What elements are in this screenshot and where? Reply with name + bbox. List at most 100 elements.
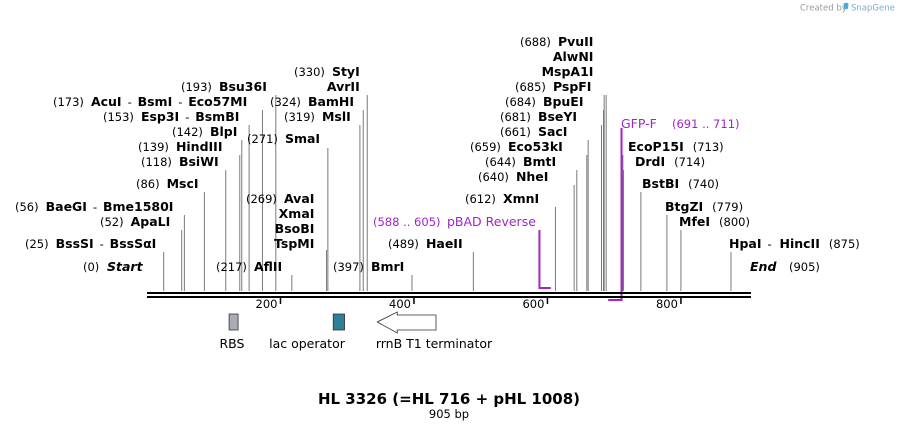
enzyme-name-label[interactable]: BstBI bbox=[642, 176, 679, 191]
enzyme-name-label[interactable]: Bme1580I bbox=[103, 199, 173, 214]
enzyme-name-label[interactable]: BsoBI bbox=[275, 221, 315, 236]
ruler-tick-label: 400 bbox=[389, 297, 411, 311]
enzyme-name-label[interactable]: StyI bbox=[332, 64, 360, 79]
enzyme-name-label[interactable]: BsmBI bbox=[195, 109, 239, 124]
map-length: 905 bp bbox=[429, 407, 469, 421]
enzyme-name-label[interactable]: BseYI bbox=[538, 109, 577, 124]
enzyme-name-label[interactable]: BmtI bbox=[523, 154, 556, 169]
enzyme-name-label[interactable]: AvaI bbox=[284, 191, 314, 206]
enzyme-name-label[interactable]: Eco57MI bbox=[188, 94, 247, 109]
enzyme-name-label[interactable]: MspA1I bbox=[542, 64, 594, 79]
enzyme-name-label[interactable]: DrdI bbox=[635, 154, 665, 169]
feature-rrnb-t1-terminator[interactable] bbox=[376, 311, 437, 334]
enzyme-position-label: (640) bbox=[478, 170, 509, 184]
enzyme-name-label[interactable]: SmaI bbox=[285, 131, 320, 146]
feature-rbs[interactable] bbox=[228, 313, 239, 331]
enzyme-name-label[interactable]: AlwNI bbox=[553, 49, 594, 64]
enzyme-name-label[interactable]: BssSI bbox=[56, 236, 94, 251]
start-label: Start bbox=[107, 259, 144, 274]
primer-range-label: (691 .. 711) bbox=[672, 117, 740, 131]
enzyme-name-label[interactable]: PvuII bbox=[558, 34, 594, 49]
enzyme-name-label[interactable]: BsiWI bbox=[179, 154, 219, 169]
enzyme-name-label[interactable]: HincII bbox=[780, 236, 820, 251]
enzyme-name-label[interactable]: XmnI bbox=[503, 191, 539, 206]
enzyme-name-label[interactable]: MslI bbox=[322, 109, 351, 124]
start-position: (0) bbox=[83, 260, 99, 274]
enzyme-position-label: (644) bbox=[485, 155, 516, 169]
enzyme-position-label: (685) bbox=[515, 80, 546, 94]
enzyme-position-label: (173) bbox=[53, 95, 84, 109]
enzyme-name-label[interactable]: NheI bbox=[516, 169, 549, 184]
end-position: (905) bbox=[789, 260, 820, 274]
enzyme-name-label[interactable]: SacI bbox=[538, 124, 568, 139]
enzyme-name-label[interactable]: BssSαI bbox=[110, 236, 157, 251]
feature-label: lac operator bbox=[269, 336, 346, 351]
enzyme-name-label[interactable]: AvrII bbox=[327, 79, 360, 94]
enzyme-position-label: (681) bbox=[500, 110, 531, 124]
enzyme-name-label[interactable]: MfeI bbox=[679, 214, 710, 229]
enzyme-name-label[interactable]: BamHI bbox=[308, 94, 354, 109]
enzyme-name-label[interactable]: EcoP15I bbox=[628, 139, 684, 154]
enzyme-name-label[interactable]: Bsu36I bbox=[219, 79, 267, 94]
enzyme-position-label: (52) bbox=[100, 215, 124, 229]
enzyme-name-label[interactable]: BaeGI bbox=[46, 199, 87, 214]
enzyme-name-label[interactable]: Esp3I bbox=[141, 109, 179, 124]
ruler-tick-label: 600 bbox=[522, 297, 544, 311]
enzyme-separator: - bbox=[768, 237, 772, 251]
feature-lac-operator[interactable] bbox=[332, 313, 345, 331]
enzyme-position-label: (800) bbox=[719, 215, 750, 229]
enzyme-separator: - bbox=[185, 110, 189, 124]
primers: (588 .. 605) pBAD Reverse GFP-F (691 .. 711… bbox=[373, 116, 740, 301]
enzyme-name-label[interactable]: AflII bbox=[254, 259, 282, 274]
enzyme-name-label[interactable]: ApaLI bbox=[131, 214, 171, 229]
enzyme-name-label[interactable]: HpaI bbox=[729, 236, 762, 251]
enzyme-position-label: (271) bbox=[247, 132, 278, 146]
primer-name-label[interactable]: GFP-F bbox=[621, 116, 657, 131]
ruler: 200 400 600 800 bbox=[256, 297, 682, 311]
enzyme-name-label[interactable]: Eco53kI bbox=[508, 139, 563, 154]
primer-gfp-f-arrow[interactable] bbox=[608, 128, 623, 301]
primer-name-label[interactable]: pBAD Reverse bbox=[447, 214, 536, 229]
enzyme-position-label: (397) bbox=[333, 260, 364, 274]
primer-range-label: (588 .. 605) bbox=[373, 215, 441, 229]
enzyme-position-label: (714) bbox=[674, 155, 705, 169]
enzyme-separator: - bbox=[178, 95, 182, 109]
dna-backbone[interactable] bbox=[147, 292, 751, 298]
enzyme-name-label[interactable]: BlpI bbox=[210, 124, 237, 139]
ruler-tick-label: 800 bbox=[656, 297, 678, 311]
enzyme-name-label[interactable]: BtgZI bbox=[665, 199, 703, 214]
credit-text: Created by bbox=[800, 4, 847, 14]
enzyme-name-label[interactable]: HaeII bbox=[426, 236, 463, 251]
enzyme-position-label: (740) bbox=[688, 177, 719, 191]
enzyme-separator: - bbox=[93, 200, 97, 214]
enzyme-separator: - bbox=[100, 237, 104, 251]
enzyme-position-label: (319) bbox=[284, 110, 315, 124]
enzyme-position-label: (779) bbox=[712, 200, 743, 214]
enzyme-position-label: (330) bbox=[294, 65, 325, 79]
enzyme-name-label[interactable]: XmaI bbox=[279, 206, 315, 221]
enzyme-separator: - bbox=[128, 95, 132, 109]
primer-pbad-reverse-arrow[interactable] bbox=[538, 230, 551, 289]
enzyme-position-label: (25) bbox=[25, 237, 49, 251]
enzyme-name-label[interactable]: MscI bbox=[167, 176, 199, 191]
enzyme-position-label: (153) bbox=[103, 110, 134, 124]
enzyme-name-label[interactable]: BmrI bbox=[371, 259, 404, 274]
enzyme-name-label[interactable]: AcuI bbox=[91, 94, 122, 109]
enzyme-name-label[interactable]: TspMI bbox=[274, 236, 314, 251]
enzyme-position-label: (489) bbox=[388, 237, 419, 251]
enzyme-position-label: (142) bbox=[172, 125, 203, 139]
enzyme-position-label: (612) bbox=[465, 192, 496, 206]
enzyme-name-label[interactable]: BpuEI bbox=[543, 94, 584, 109]
enzyme-position-label: (193) bbox=[181, 80, 212, 94]
enzyme-position-label: (684) bbox=[505, 95, 536, 109]
enzyme-position-label: (713) bbox=[693, 140, 724, 154]
enzyme-position-label: (118) bbox=[141, 155, 172, 169]
enzyme-name-label[interactable]: HindIII bbox=[176, 139, 223, 154]
enzyme-name-label[interactable]: BsmI bbox=[138, 94, 173, 109]
enzyme-position-label: (56) bbox=[15, 200, 39, 214]
features: RBS lac operator rrnB T1 terminator bbox=[220, 311, 493, 351]
enzyme-name-label[interactable]: PspFI bbox=[553, 79, 592, 94]
enzyme-position-label: (688) bbox=[520, 35, 551, 49]
enzyme-position-label: (139) bbox=[138, 140, 169, 154]
map-title: HL 3326 (=HL 716 + pHL 1008) bbox=[318, 390, 580, 408]
